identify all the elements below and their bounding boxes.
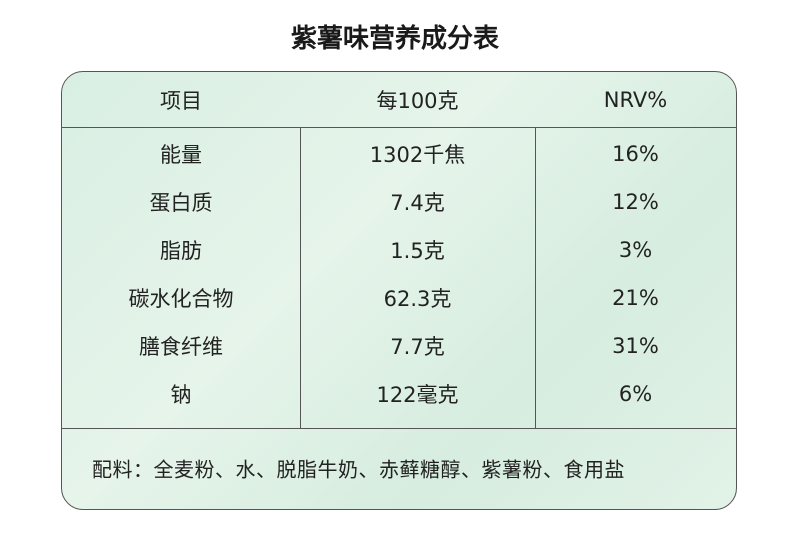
table-cell: 3% [618,238,653,262]
table-cell: 脂肪 [160,239,202,263]
title: 紫薯味营养成分表 [290,24,499,54]
table-cell: 12% [612,190,659,214]
ingredients: 配料：全麦粉、水、脱脂牛奶、赤藓糖醇、紫薯粉、食用盐 [92,457,625,482]
table-cell: 16% [612,142,659,166]
table-cell: 膳食纤维 [139,335,223,359]
table-cell: 7.7克 [390,335,445,359]
table-cell: 7.4克 [390,191,445,215]
table-cell: 122毫克 [376,383,459,407]
footer-divider [62,428,736,429]
table-cell: 62.3克 [383,287,452,311]
table-cell: 31% [612,334,659,358]
table-cell: 1302千焦 [369,143,466,167]
column-header: NRV% [603,88,668,112]
table-cell: 1.5克 [390,239,445,263]
table-cell: 6% [618,382,653,406]
column-divider [300,127,301,428]
table-cell: 21% [612,286,659,310]
column-header: 项目 [160,89,202,113]
nutrition-table: 配料：全麦粉、水、脱脂牛奶、赤藓糖醇、紫薯粉、食用盐 项目 每100克 NRV% 能量… [61,71,737,510]
table-cell: 能量 [160,143,202,167]
table-cell: 蛋白质 [149,191,213,215]
header-divider [62,127,736,128]
table-cell: 钠 [170,383,192,407]
column-header: 每100克 [376,89,459,113]
column-divider [535,127,536,428]
table-cell: 碳水化合物 [128,287,234,311]
